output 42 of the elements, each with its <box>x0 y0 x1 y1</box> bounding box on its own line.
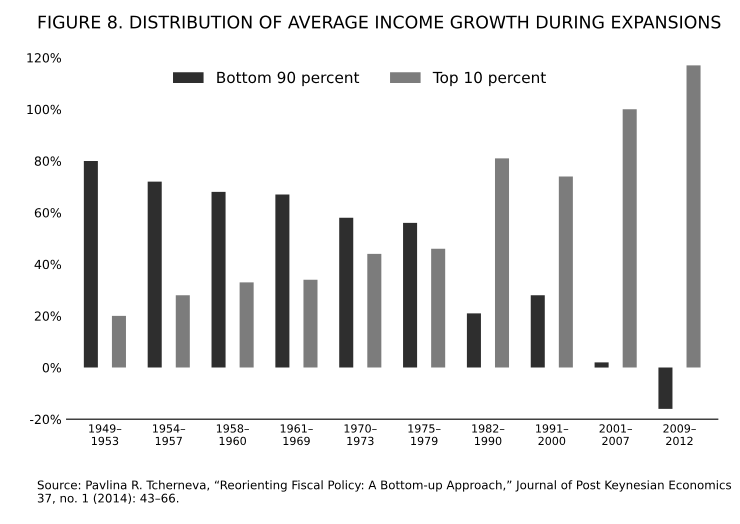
bar <box>622 109 637 368</box>
bar <box>84 160 98 368</box>
bar <box>494 158 510 368</box>
bar <box>148 182 162 368</box>
bar <box>303 280 318 368</box>
x-tick-label: 1958– 1960 <box>216 424 249 446</box>
bar <box>594 362 609 368</box>
bar <box>275 194 290 368</box>
x-tick-label: 1975– 1979 <box>408 424 440 446</box>
chart-title: FIGURE 8. DISTRIBUTION OF AVERAGE INCOME GROWTH DURING EXPANSIONS <box>38 15 720 29</box>
x-tick-label: 1954– 1957 <box>153 424 186 446</box>
x-tick-label: 1982– 1990 <box>472 424 504 446</box>
bar <box>658 368 672 409</box>
bar <box>112 316 126 368</box>
y-tick-label: 0% <box>42 363 62 372</box>
x-tick-label: 1961– 1969 <box>280 424 313 446</box>
bar <box>530 295 545 368</box>
bar <box>403 222 418 368</box>
y-tick-label: 60% <box>34 208 62 218</box>
bar <box>431 248 446 368</box>
bar <box>686 65 701 368</box>
bar <box>212 192 226 368</box>
y-tick-label: -20% <box>30 414 62 424</box>
y-tick-label: 120% <box>27 53 62 63</box>
x-tick-label: 2009– 2012 <box>663 424 696 446</box>
legend-label: Top 10 percent <box>432 72 546 86</box>
x-tick-label: 1970– 1973 <box>344 424 377 446</box>
bar <box>339 218 354 368</box>
y-tick-label: 40% <box>34 260 62 270</box>
bar <box>558 176 573 368</box>
x-tick-label: 2001– 2007 <box>600 424 632 446</box>
bar <box>176 295 190 368</box>
y-tick-label: 80% <box>34 156 62 166</box>
source-note: Source: Pavlina R. Tcherneva, “Reorienting Fiscal Policy: A Bottom-up Approach,” Journal of Post Keynesian Economics 37, no. 1 (2014): 43–66. <box>38 480 732 504</box>
bar <box>240 282 254 368</box>
bar <box>367 254 382 368</box>
x-tick-label: 1949– 1953 <box>89 424 122 446</box>
x-tick-label: 1991– 2000 <box>536 424 568 446</box>
y-tick-label: 20% <box>34 311 62 321</box>
bar <box>466 313 481 368</box>
legend-label: Bottom 90 percent <box>217 72 360 86</box>
y-tick-label: 100% <box>27 104 62 114</box>
